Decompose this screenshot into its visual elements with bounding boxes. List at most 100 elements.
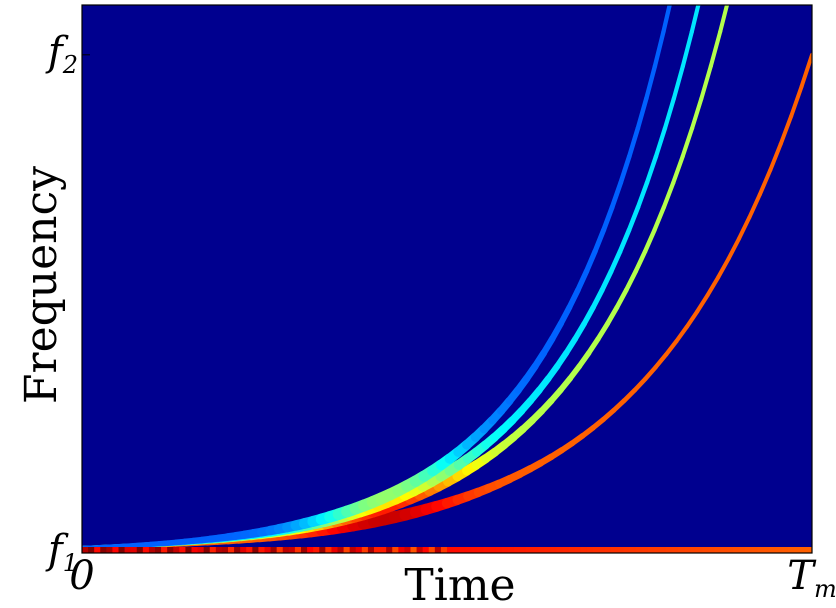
harmonic-segment (572, 320, 588, 342)
baseline-segment (465, 547, 472, 553)
baseline-segment (398, 547, 405, 553)
baseline-segment (155, 547, 162, 553)
baseline-segment (520, 547, 527, 553)
harmonic-segment (799, 52, 812, 89)
harmonic-segment (653, 352, 669, 370)
baseline-segment (307, 547, 314, 553)
harmonic-segment (652, 29, 666, 69)
baseline-segment (380, 547, 387, 553)
baseline-segment (319, 547, 326, 553)
baseline-segment (264, 547, 272, 553)
baseline-segment (751, 547, 758, 553)
harmonic-segment (609, 180, 624, 210)
baseline-segment (361, 547, 369, 553)
baseline-band (82, 547, 812, 553)
x-axis-ticks: 0 Tm (69, 545, 836, 603)
baseline-segment (593, 547, 600, 553)
harmonic-segment (635, 96, 649, 131)
harmonic-segment (662, 96, 677, 131)
harmonic-segment (642, 227, 657, 254)
harmonic-segment (684, 309, 700, 329)
baseline-segment (252, 547, 259, 553)
harmonic-segment (624, 268, 639, 293)
baseline-segment (507, 547, 515, 553)
harmonic-segment (674, 324, 689, 344)
baseline-segment (167, 547, 174, 553)
baseline-segment (136, 547, 144, 553)
harmonic-segment (789, 84, 804, 119)
x-tick-label: 0 (69, 553, 94, 599)
harmonic-segment (652, 204, 667, 233)
harmonic-segment (644, 154, 659, 185)
baseline-segment (684, 547, 691, 553)
baseline-segment (82, 547, 89, 553)
baseline-segment (696, 547, 703, 553)
harmonic-segment (592, 227, 607, 254)
harmonic-segment (671, 154, 685, 185)
baseline-segment (161, 547, 168, 553)
harmonic-segment (708, 29, 723, 69)
baseline-segment (428, 547, 436, 553)
harmonic-segment (621, 387, 638, 403)
harmonic-segment (768, 142, 783, 173)
baseline-segment (301, 547, 308, 553)
harmonic-4 (82, 5, 672, 551)
harmonic-segment (563, 335, 579, 356)
baseline-segment (197, 547, 205, 553)
baseline-segment (635, 547, 643, 553)
baseline-segment (787, 547, 795, 553)
baseline-segment (386, 547, 393, 553)
baseline-segment (757, 547, 764, 553)
baseline-segment (228, 547, 235, 553)
baseline-segment (270, 547, 278, 553)
harmonic-segment (736, 215, 752, 241)
baseline-segment (599, 547, 606, 553)
baseline-segment (544, 547, 551, 553)
harmonic-segment (716, 256, 731, 280)
harmonic-segment (557, 304, 573, 327)
baseline-segment (374, 547, 381, 553)
baseline-segment (739, 547, 746, 553)
harmonic-segment (680, 126, 695, 159)
harmonic-segment (626, 126, 641, 159)
spectrogram-marks (82, 5, 812, 553)
baseline-segment (477, 547, 484, 553)
baseline-segment (148, 547, 156, 553)
harmonic-segment (705, 275, 721, 298)
baseline-segment (501, 547, 509, 553)
baseline-segment (434, 547, 442, 553)
baseline-segment (483, 547, 491, 553)
baseline-segment (495, 547, 503, 553)
baseline-segment (605, 547, 612, 553)
harmonic-segment (690, 96, 704, 131)
baseline-segment (173, 547, 180, 553)
harmonic-segment (689, 5, 701, 34)
baseline-segment (550, 547, 557, 553)
harmonic-segment (680, 29, 694, 69)
harmonic-segment (614, 287, 629, 310)
harmonic-segment (583, 248, 598, 274)
y-tick-label: f2 (45, 29, 78, 79)
baseline-segment (94, 547, 101, 553)
harmonic-segment (599, 268, 614, 293)
baseline-segment (404, 547, 411, 553)
harmonic-segment (726, 236, 742, 261)
baseline-segment (142, 547, 150, 553)
baseline-segment (781, 547, 789, 553)
plot-frame (81, 4, 813, 554)
baseline-segment (678, 547, 685, 553)
baseline-segment (416, 547, 424, 553)
harmonic-segment (757, 168, 773, 197)
baseline-segment (191, 547, 199, 553)
baseline-segment (130, 547, 138, 553)
baseline-segment (690, 547, 697, 553)
baseline-segment (447, 547, 454, 553)
baseline-segment (538, 547, 545, 553)
baseline-segment (526, 547, 533, 553)
baseline-segment (179, 547, 186, 553)
harmonic-segment (778, 114, 794, 147)
baseline-segment (221, 547, 229, 553)
baseline-segment (118, 547, 126, 553)
baseline-segment (617, 547, 624, 553)
baseline-segment (203, 547, 211, 553)
